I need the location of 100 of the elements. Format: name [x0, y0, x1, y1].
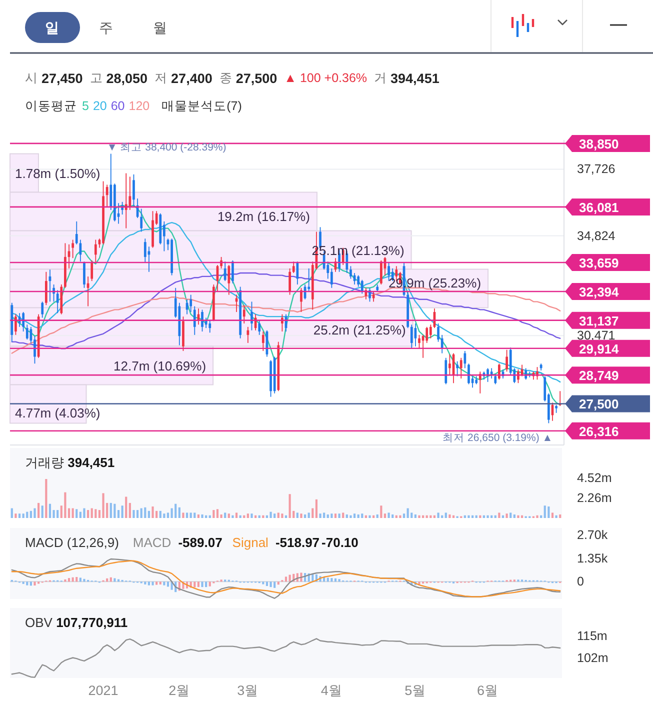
bar	[342, 512, 344, 518]
candlestick	[144, 238, 146, 264]
bar	[186, 512, 188, 518]
bar	[372, 515, 375, 518]
bar	[132, 510, 135, 518]
ref-line-label: 32,394	[579, 284, 620, 299]
candlestick	[124, 172, 128, 229]
annotation: ▼ 최고 38,400 (-28.39%)	[106, 141, 226, 154]
candlestick	[262, 331, 264, 352]
bar	[144, 582, 146, 584]
candlestick	[132, 174, 135, 207]
bar	[159, 582, 162, 584]
bar	[315, 499, 318, 518]
candlestick	[292, 261, 295, 274]
bar	[79, 578, 82, 582]
bar	[18, 514, 21, 518]
ref-tag: 26,316	[565, 422, 650, 440]
bar	[72, 508, 74, 518]
bar	[270, 582, 272, 588]
candlestick	[357, 274, 360, 288]
ref-line-label: 36,081	[579, 199, 619, 214]
bar	[330, 578, 333, 582]
candlestick	[72, 239, 74, 259]
bar	[384, 514, 386, 518]
bar	[380, 506, 382, 518]
candlestick	[83, 261, 86, 288]
bar	[479, 515, 482, 518]
text: ▲ 100 +0.36%	[284, 71, 368, 85]
bar	[277, 582, 280, 585]
candlestick	[426, 326, 428, 344]
candlestick	[456, 360, 458, 377]
text: -518.97	[275, 534, 320, 550]
bar	[76, 577, 78, 582]
ref-tag: 27,500	[565, 395, 650, 412]
candlestick	[22, 312, 25, 332]
chart-title: 매물분석도(7)	[162, 99, 242, 113]
y-tick-label: 2.70k	[577, 528, 608, 542]
candlestick	[26, 324, 28, 340]
bar	[326, 514, 329, 518]
candlestick	[490, 368, 493, 379]
bar	[30, 582, 32, 586]
text: 고 28,050	[90, 70, 148, 86]
bar	[10, 508, 13, 518]
bar	[452, 515, 455, 518]
bar	[22, 514, 24, 518]
bar	[266, 515, 268, 518]
candlestick	[448, 354, 451, 376]
bar	[326, 578, 329, 582]
y-tick-label: 1.35k	[577, 551, 608, 566]
text: 저 27,400	[154, 70, 212, 86]
candlestick	[242, 304, 246, 324]
bar	[441, 515, 444, 518]
bar	[296, 512, 298, 518]
bar	[194, 512, 196, 518]
candlestick	[368, 287, 371, 302]
data-label: 12.7m (10.69%)	[114, 358, 206, 373]
text: 월	[153, 20, 167, 36]
bar	[510, 512, 512, 518]
bar	[368, 515, 371, 518]
legend: 이동평균 5 20 60 120	[25, 99, 150, 113]
bar	[304, 514, 306, 518]
bar	[208, 515, 211, 518]
bar	[357, 514, 360, 518]
bar	[422, 515, 424, 518]
bar	[270, 512, 272, 518]
ref-tag: 32,394	[565, 283, 650, 300]
bar	[350, 515, 352, 518]
bar	[166, 512, 170, 518]
ref-tag: 31,137	[565, 312, 650, 329]
bar	[490, 515, 493, 518]
bar	[414, 514, 416, 518]
bar	[471, 515, 474, 518]
bar	[14, 514, 17, 518]
bar	[38, 502, 40, 518]
bar	[56, 510, 59, 518]
data-label: 19.2m (16.17%)	[217, 208, 310, 224]
bar	[136, 510, 139, 518]
bar	[170, 508, 173, 518]
ref-tag: 33,659	[565, 254, 650, 271]
candlestick	[228, 264, 230, 296]
bar	[288, 494, 291, 518]
bar	[513, 514, 516, 518]
x-tick-label: 2021	[88, 682, 118, 698]
candlestick	[190, 294, 192, 312]
candlestick	[44, 271, 48, 306]
bar	[178, 507, 180, 518]
bar	[90, 508, 93, 518]
y-tick-label: 4.52m	[577, 470, 612, 485]
bar	[266, 582, 268, 586]
bar	[319, 514, 322, 518]
y-tick-label: 0	[577, 574, 584, 589]
ref-tag: 28,749	[565, 366, 650, 384]
bar	[174, 504, 177, 518]
bar	[281, 514, 284, 518]
bar	[114, 504, 116, 518]
candlestick	[288, 268, 291, 296]
bar	[30, 510, 32, 518]
ref-line-label: 27,500	[579, 396, 619, 412]
y-tick-label: 115m	[577, 628, 608, 643]
bar	[312, 508, 314, 518]
